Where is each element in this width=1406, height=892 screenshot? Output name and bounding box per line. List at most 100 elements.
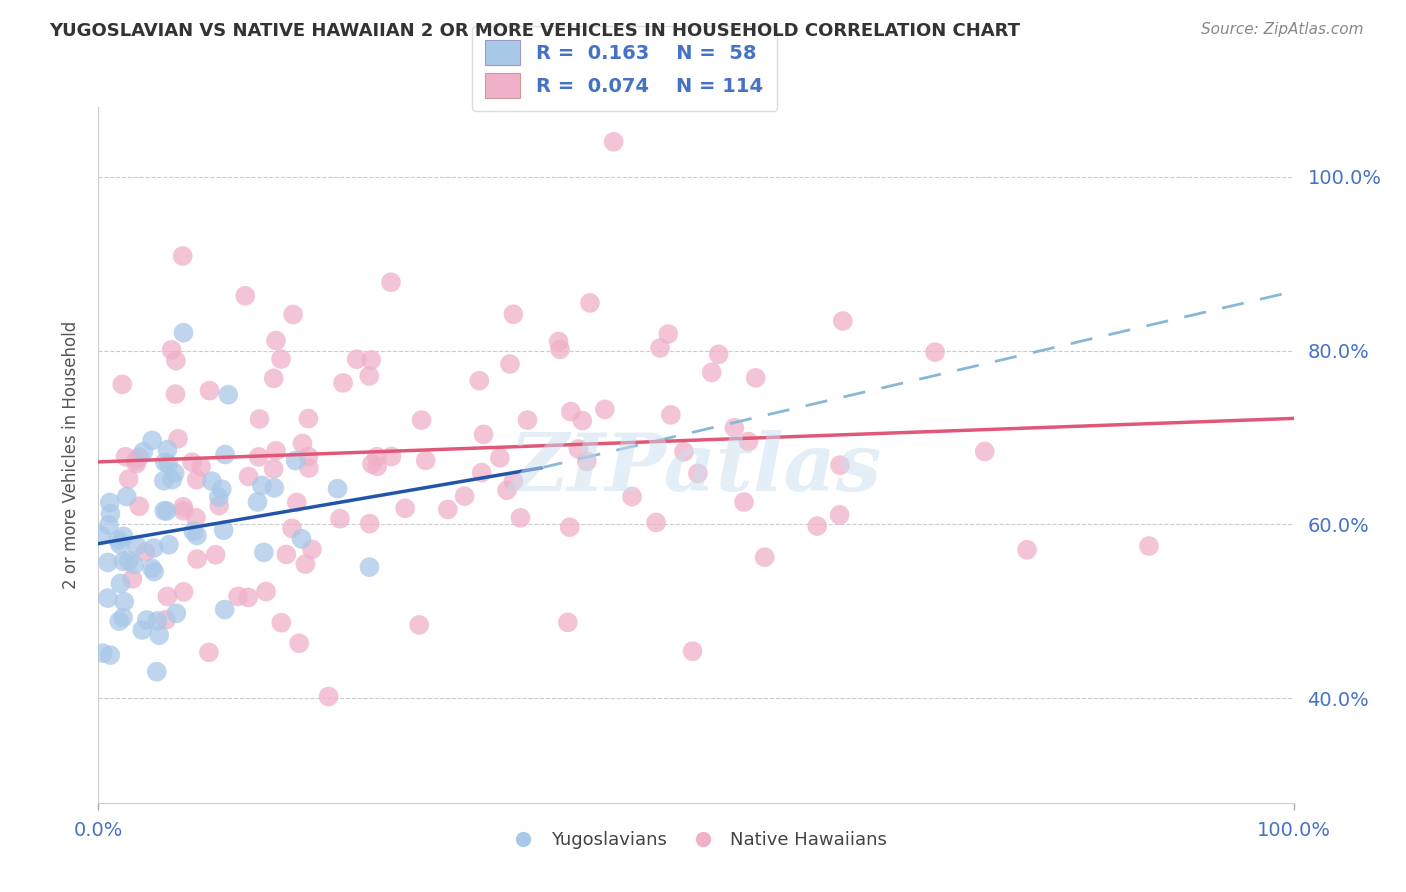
Point: [163, 466, 186, 480]
Point: [146, 614, 169, 628]
Point: [98, 495, 121, 509]
Point: [329, 511, 352, 525]
Point: [165, 353, 187, 368]
Point: [90, 528, 112, 542]
Point: [621, 490, 644, 504]
Point: [270, 615, 292, 630]
Point: [148, 628, 170, 642]
Point: [359, 369, 381, 384]
Point: [281, 521, 304, 535]
Point: [571, 413, 593, 427]
Point: [186, 552, 208, 566]
Point: [1015, 542, 1038, 557]
Point: [108, 614, 131, 628]
Point: [214, 448, 236, 462]
Point: [294, 557, 316, 571]
Point: [366, 450, 388, 464]
Point: [657, 326, 679, 341]
Point: [132, 444, 155, 458]
Point: [297, 450, 319, 464]
Point: [380, 450, 402, 464]
Point: [733, 495, 755, 509]
Point: [190, 459, 212, 474]
Point: [366, 459, 388, 474]
Point: [560, 404, 582, 418]
Point: [145, 665, 167, 679]
Point: [686, 467, 709, 481]
Point: [100, 507, 122, 521]
Point: [557, 615, 579, 630]
Point: [567, 442, 589, 456]
Point: [98, 648, 121, 662]
Point: [263, 481, 285, 495]
Point: [411, 413, 433, 427]
Point: [212, 523, 235, 537]
Point: [214, 602, 236, 616]
Point: [593, 402, 616, 417]
Point: [284, 453, 307, 467]
Point: [156, 590, 179, 604]
Point: [558, 520, 581, 534]
Point: [135, 613, 157, 627]
Point: [249, 412, 271, 426]
Point: [172, 504, 194, 518]
Point: [437, 502, 460, 516]
Point: [359, 516, 381, 531]
Point: [141, 434, 163, 448]
Point: [208, 490, 231, 504]
Point: [754, 550, 776, 565]
Point: [118, 472, 141, 486]
Point: [361, 457, 384, 471]
Point: [326, 482, 349, 496]
Point: [509, 511, 531, 525]
Point: [153, 455, 176, 469]
Point: [111, 610, 134, 624]
Point: [125, 457, 148, 471]
Point: [172, 500, 194, 514]
Point: [162, 473, 184, 487]
Point: [973, 444, 995, 458]
Point: [924, 345, 946, 359]
Point: [579, 296, 602, 310]
Point: [115, 490, 138, 504]
Point: [672, 444, 695, 458]
Point: [548, 343, 571, 357]
Point: [264, 443, 287, 458]
Point: [602, 135, 624, 149]
Point: [346, 352, 368, 367]
Point: [125, 539, 148, 553]
Point: [172, 326, 194, 340]
Point: [201, 474, 224, 488]
Point: [291, 436, 314, 450]
Point: [155, 613, 177, 627]
Point: [128, 500, 150, 514]
Point: [111, 377, 134, 392]
Point: [134, 545, 156, 559]
Point: [301, 542, 323, 557]
Point: [186, 528, 208, 542]
Point: [744, 371, 766, 385]
Point: [114, 450, 136, 464]
Point: [468, 374, 491, 388]
Point: [128, 450, 150, 464]
Point: [108, 537, 131, 551]
Point: [1137, 539, 1160, 553]
Text: Source: ZipAtlas.com: Source: ZipAtlas.com: [1201, 22, 1364, 37]
Point: [707, 347, 730, 361]
Point: [125, 453, 148, 467]
Point: [208, 499, 231, 513]
Point: [318, 690, 340, 704]
Point: [489, 450, 512, 465]
Point: [238, 591, 260, 605]
Point: [247, 450, 270, 464]
Point: [143, 565, 166, 579]
Point: [360, 353, 382, 368]
Point: [380, 275, 402, 289]
Point: [217, 388, 239, 402]
Text: ZIPatlas: ZIPatlas: [510, 430, 882, 508]
Point: [122, 558, 145, 572]
Point: [112, 529, 135, 543]
Point: [211, 482, 233, 496]
Point: [181, 455, 204, 469]
Point: [250, 478, 273, 492]
